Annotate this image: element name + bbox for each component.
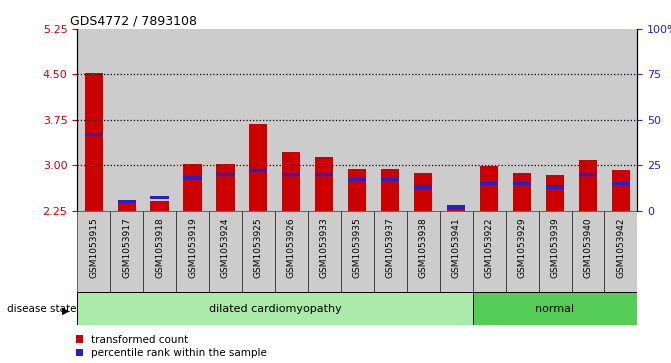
Bar bbox=[605, 29, 637, 211]
Bar bbox=[472, 211, 506, 292]
Bar bbox=[315, 172, 333, 176]
Text: GSM1053942: GSM1053942 bbox=[617, 217, 625, 278]
Bar bbox=[572, 29, 605, 211]
Bar bbox=[143, 29, 176, 211]
Bar bbox=[143, 211, 176, 292]
Text: GSM1053940: GSM1053940 bbox=[584, 217, 592, 278]
Text: GSM1053915: GSM1053915 bbox=[89, 217, 98, 278]
Text: dilated cardiomyopathy: dilated cardiomyopathy bbox=[209, 303, 342, 314]
Text: GSM1053917: GSM1053917 bbox=[122, 217, 131, 278]
Bar bbox=[217, 172, 235, 176]
Bar bbox=[341, 29, 374, 211]
Bar bbox=[579, 160, 597, 211]
Legend: transformed count, percentile rank within the sample: transformed count, percentile rank withi… bbox=[76, 335, 267, 358]
Bar bbox=[183, 164, 201, 211]
Bar bbox=[506, 211, 539, 292]
Text: GSM1053929: GSM1053929 bbox=[517, 217, 527, 278]
Bar bbox=[546, 185, 564, 189]
Bar bbox=[447, 207, 465, 211]
Bar bbox=[539, 211, 572, 292]
Bar bbox=[117, 200, 136, 203]
Bar bbox=[612, 182, 630, 185]
Bar bbox=[381, 178, 399, 182]
Bar bbox=[605, 211, 637, 292]
Bar bbox=[513, 182, 531, 185]
Text: GSM1053918: GSM1053918 bbox=[155, 217, 164, 278]
Bar bbox=[480, 182, 498, 185]
Bar bbox=[110, 29, 143, 211]
Text: GSM1053925: GSM1053925 bbox=[254, 217, 263, 278]
Bar bbox=[176, 211, 209, 292]
Text: GSM1053933: GSM1053933 bbox=[320, 217, 329, 278]
Text: GSM1053938: GSM1053938 bbox=[419, 217, 427, 278]
Bar bbox=[341, 211, 374, 292]
Text: GSM1053924: GSM1053924 bbox=[221, 217, 230, 278]
Bar bbox=[250, 169, 268, 172]
Bar bbox=[77, 292, 472, 325]
Bar bbox=[275, 29, 308, 211]
Text: normal: normal bbox=[535, 303, 574, 314]
Text: GSM1053941: GSM1053941 bbox=[452, 217, 461, 278]
Bar bbox=[209, 29, 242, 211]
Bar bbox=[282, 172, 301, 176]
Bar bbox=[308, 211, 341, 292]
Bar bbox=[77, 211, 110, 292]
Text: GSM1053939: GSM1053939 bbox=[550, 217, 560, 278]
Bar bbox=[374, 29, 407, 211]
Bar bbox=[150, 201, 168, 211]
Bar bbox=[513, 173, 531, 211]
Text: GSM1053919: GSM1053919 bbox=[188, 217, 197, 278]
Bar bbox=[85, 132, 103, 136]
Bar bbox=[414, 185, 432, 189]
Text: GSM1053935: GSM1053935 bbox=[353, 217, 362, 278]
Bar bbox=[414, 173, 432, 211]
Bar bbox=[472, 292, 637, 325]
Text: ▶: ▶ bbox=[62, 306, 69, 316]
Bar bbox=[480, 166, 498, 211]
Bar bbox=[440, 211, 472, 292]
Bar bbox=[150, 196, 168, 200]
Bar bbox=[506, 29, 539, 211]
Bar bbox=[110, 211, 143, 292]
Bar bbox=[447, 205, 465, 209]
Bar bbox=[242, 211, 275, 292]
Bar bbox=[546, 175, 564, 211]
Bar bbox=[407, 29, 440, 211]
Bar bbox=[572, 211, 605, 292]
Bar bbox=[381, 170, 399, 211]
Bar bbox=[348, 170, 366, 211]
Bar bbox=[579, 172, 597, 176]
Bar bbox=[472, 29, 506, 211]
Text: disease state: disease state bbox=[7, 304, 76, 314]
Bar bbox=[77, 29, 110, 211]
Bar bbox=[176, 29, 209, 211]
Text: GDS4772 / 7893108: GDS4772 / 7893108 bbox=[70, 15, 197, 28]
Bar bbox=[315, 157, 333, 211]
Bar bbox=[374, 211, 407, 292]
Bar bbox=[440, 29, 472, 211]
Bar bbox=[85, 73, 103, 211]
Bar bbox=[117, 201, 136, 211]
Text: GSM1053926: GSM1053926 bbox=[287, 217, 296, 278]
Bar bbox=[217, 164, 235, 211]
Bar bbox=[407, 211, 440, 292]
Bar bbox=[612, 170, 630, 211]
Bar bbox=[250, 124, 268, 211]
Bar bbox=[539, 29, 572, 211]
Bar bbox=[348, 178, 366, 182]
Bar bbox=[282, 152, 301, 211]
Bar bbox=[275, 211, 308, 292]
Text: GSM1053937: GSM1053937 bbox=[386, 217, 395, 278]
Bar bbox=[183, 176, 201, 180]
Bar bbox=[308, 29, 341, 211]
Text: GSM1053922: GSM1053922 bbox=[484, 217, 494, 278]
Bar bbox=[242, 29, 275, 211]
Bar bbox=[209, 211, 242, 292]
